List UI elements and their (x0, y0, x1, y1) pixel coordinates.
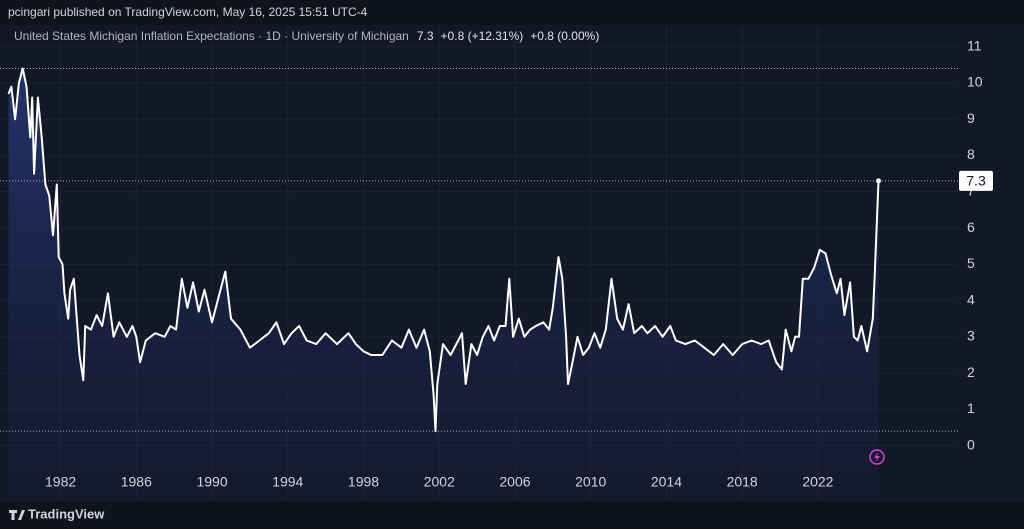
x-tick-label: 2010 (575, 474, 606, 490)
y-tick-label: 4 (967, 291, 975, 307)
x-tick-label: 2002 (424, 474, 455, 490)
logo (9, 510, 25, 520)
y-tick-label: 11 (967, 37, 982, 53)
plot (0, 67, 958, 500)
legend-title: United States Michigan Inflation Expecta… (14, 29, 409, 43)
event-icon[interactable] (869, 449, 885, 465)
x-tick-label: 1998 (348, 474, 379, 490)
price-label: 7.3 (966, 173, 986, 189)
x-tick-label: 2006 (499, 474, 530, 490)
x-tick-label: 1994 (272, 474, 303, 490)
y-tick-label: 3 (967, 328, 975, 344)
y-tick-label: 8 (967, 146, 975, 162)
x-tick-label: 2018 (727, 474, 758, 490)
publisher-header: pcingari published on TradingView.com, M… (8, 5, 368, 19)
legend-last-value: 7.3 (417, 29, 434, 43)
footer-brand: TradingView (28, 506, 105, 521)
price-label-box (959, 170, 993, 191)
line (7, 67, 880, 433)
y-tick-label: 2 (967, 364, 975, 380)
axes: 0123456789101119821986199019941998200220… (45, 37, 993, 490)
x-tick-label: 1982 (45, 474, 76, 490)
y-tick-label: 0 (967, 436, 975, 452)
event-icon-bolt (874, 452, 880, 462)
footer (0, 502, 1024, 529)
x-tick-label: 1986 (121, 474, 152, 490)
y-tick-label: 1 (967, 400, 975, 416)
y-tick-label: 5 (967, 255, 975, 271)
area (8, 68, 879, 500)
x-tick-label: 2022 (802, 474, 833, 490)
legend-change-ext: +0.8 (0.00%) (530, 29, 599, 43)
x-tick-label: 2014 (651, 474, 682, 490)
y-tick-label: 10 (967, 74, 983, 90)
x-tick-label: 1990 (196, 474, 227, 490)
legend: United States Michigan Inflation Expecta… (14, 29, 599, 43)
legend-change: +0.8 (+12.31%) (441, 29, 524, 43)
last-point (875, 178, 881, 184)
y-tick-label: 9 (967, 110, 975, 126)
y-tick-label: 6 (967, 219, 975, 235)
